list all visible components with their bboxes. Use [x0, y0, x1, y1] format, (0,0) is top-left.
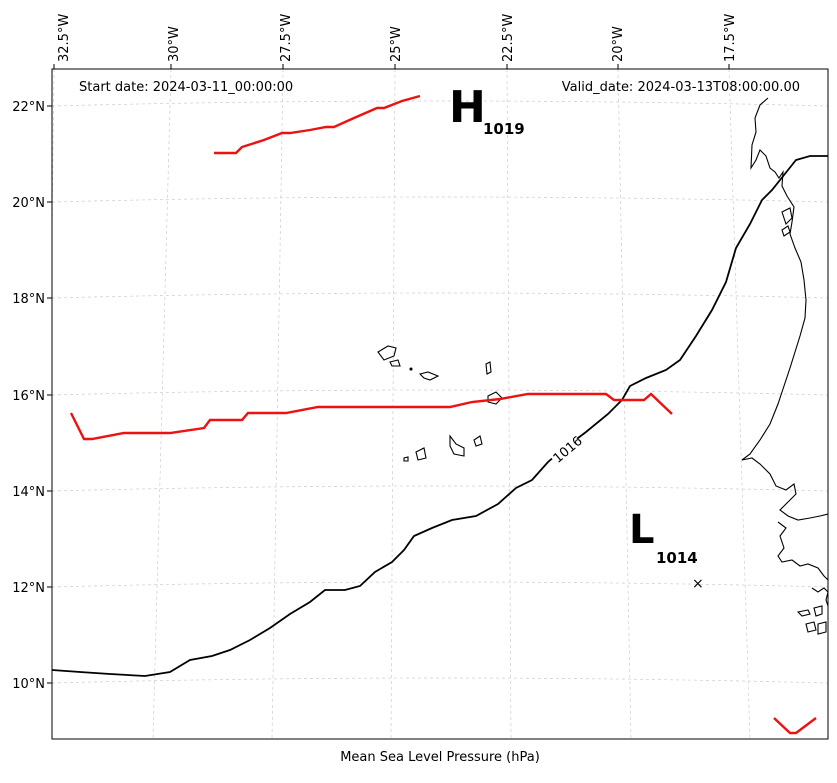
parallel-14n	[52, 485, 828, 492]
parallel-12n	[52, 581, 828, 588]
isobar-red-middle	[69, 392, 673, 441]
meridian-32-5w	[52, 69, 55, 266]
lat-tick-label: 20°N	[12, 196, 45, 211]
bijagos-1	[796, 609, 811, 617]
isobar-red-north	[214, 94, 421, 155]
cv-fogo	[415, 447, 427, 461]
lat-tick-marks	[47, 105, 52, 684]
parallel-16n	[52, 389, 828, 396]
isobars	[52, 94, 828, 735]
meridian-30w	[152, 69, 172, 739]
low-pressure-marker: ×	[692, 576, 704, 592]
lat-tick-label: 10°N	[12, 677, 45, 692]
lon-tick-marks	[53, 64, 730, 69]
cv-islet	[409, 367, 413, 371]
lon-tick-label: 30°W	[167, 26, 182, 62]
meridian-25w	[390, 69, 396, 739]
bijagos-2	[813, 605, 823, 617]
lat-tick-label: 12°N	[12, 581, 45, 596]
africa-coast-south	[741, 457, 828, 521]
low-pressure-value: 1014	[656, 549, 698, 567]
bijagos-4	[817, 621, 827, 635]
lon-tick-label: 22.5°W	[501, 14, 516, 62]
cv-brava	[403, 456, 409, 462]
parallel-20n	[52, 196, 828, 203]
cv-santiago	[449, 434, 465, 457]
lat-tick-label: 22°N	[12, 100, 45, 115]
cv-maio	[473, 435, 483, 447]
lon-tick-label: 27.5°W	[279, 14, 294, 62]
guinea-coast	[777, 521, 828, 581]
high-pressure-symbol: H	[449, 82, 486, 133]
cv-sao-nicolau	[418, 371, 440, 381]
cv-sal	[485, 361, 492, 375]
coastline	[377, 97, 828, 635]
lon-tick-label: 17.5°W	[723, 14, 738, 62]
isobar-red-south	[773, 717, 817, 735]
valid-date: Valid_date: 2024-03-13T08:00:00.00	[562, 80, 800, 95]
graticule	[52, 69, 828, 739]
cv-santo-antao	[377, 345, 397, 361]
meridian-27-5w	[271, 69, 284, 739]
canary-island-2	[781, 225, 791, 237]
lat-tick-label: 18°N	[12, 292, 45, 307]
africa-coast-north	[741, 97, 807, 461]
low-pressure-symbol: L	[629, 507, 655, 553]
meridian-22-5w	[506, 69, 512, 739]
lon-tick-label: 20°W	[611, 26, 626, 62]
map-caption: Mean Sea Level Pressure (hPa)	[340, 750, 540, 765]
parallel-18n	[52, 292, 828, 299]
cv-sao-vicente	[389, 359, 401, 367]
high-pressure-value: 1019	[483, 120, 525, 138]
meridian-20w	[617, 69, 632, 739]
parallel-10n	[52, 677, 828, 684]
lon-tick-label: 25°W	[389, 26, 404, 62]
start-date: Start date: 2024-03-11_00:00:00	[79, 80, 293, 95]
lat-tick-label: 14°N	[12, 485, 45, 500]
lon-tick-label: 32.5°W	[57, 14, 72, 62]
bijagos-3	[805, 621, 817, 633]
parallel-22n	[52, 100, 828, 107]
meridian-17-5w	[728, 69, 751, 739]
lat-tick-label: 16°N	[12, 389, 45, 404]
guinea-coast-2	[811, 587, 828, 607]
canary-island	[781, 207, 793, 226]
map-frame	[51, 68, 829, 740]
isobar-1016	[52, 155, 828, 677]
